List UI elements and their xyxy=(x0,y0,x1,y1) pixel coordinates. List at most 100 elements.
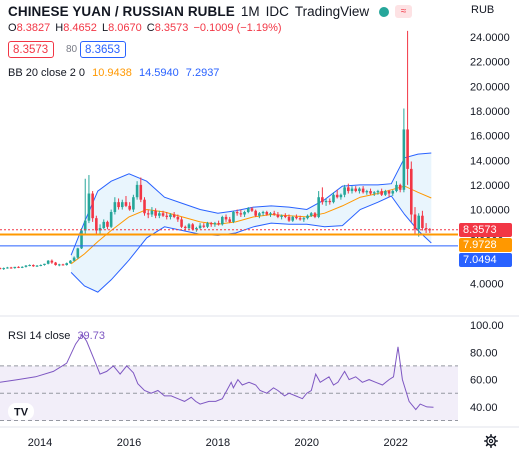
low-label: L xyxy=(101,22,109,34)
price-axis-tick: 22.0000 xyxy=(470,57,510,69)
currency-label[interactable]: RUB xyxy=(471,4,495,16)
market-open-dot-icon xyxy=(379,6,390,17)
gear-icon[interactable] xyxy=(484,434,498,448)
candle-body xyxy=(361,188,365,193)
candle-body xyxy=(191,224,194,230)
bb-legend[interactable]: BB 20 close 2 0 10.9438 14.5940 7.2937 xyxy=(8,67,219,79)
candle-body xyxy=(221,216,224,225)
bb-lower-line xyxy=(70,195,432,293)
price-axis-tick: 24.0000 xyxy=(470,32,510,44)
candle-body xyxy=(139,184,143,200)
candle-body xyxy=(302,218,306,220)
rsi-pane xyxy=(0,333,458,421)
candle-body xyxy=(87,193,91,221)
candle-body xyxy=(72,257,76,261)
sell-price-button[interactable]: 8.3573 xyxy=(8,41,54,58)
bb-legend-label[interactable]: BB 20 close 2 0 xyxy=(8,67,86,79)
candle-body xyxy=(54,262,57,266)
candle-body xyxy=(376,191,380,193)
price-axis-tick: 16.0000 xyxy=(470,131,510,143)
time-axis-label: 2018 xyxy=(206,437,230,449)
candle-body xyxy=(232,212,235,222)
candle-body xyxy=(335,194,339,198)
rsi-band-fill xyxy=(0,365,458,421)
candle-body xyxy=(324,200,328,203)
candle-body xyxy=(102,221,106,229)
candle-body xyxy=(243,212,246,215)
candle-body xyxy=(6,267,9,269)
candle-body xyxy=(261,212,265,214)
candle-body xyxy=(269,213,272,215)
price-tag: 8.3573 xyxy=(459,222,512,237)
candle-body xyxy=(309,213,313,216)
bb-basis-value: 10.9438 xyxy=(92,67,132,79)
candle-body xyxy=(24,265,28,267)
candle-body xyxy=(417,215,420,230)
candle-body xyxy=(98,228,102,231)
time-axis-label: 2016 xyxy=(117,437,141,449)
candle-body xyxy=(95,218,98,231)
candle-body xyxy=(146,213,150,215)
low-value: 8.0670 xyxy=(108,22,142,34)
candle-body xyxy=(217,223,220,225)
exchange-label: IDC xyxy=(265,4,289,19)
rsi-axis-tick: 80.00 xyxy=(470,347,498,359)
close-value: 8.3573 xyxy=(154,22,189,34)
candle-body xyxy=(109,212,113,227)
close-label: C xyxy=(146,22,155,34)
candle-body xyxy=(380,191,383,195)
candle-body xyxy=(372,192,376,194)
candle-body xyxy=(91,193,94,219)
grid xyxy=(0,315,519,428)
candle-body xyxy=(2,268,6,270)
rsi-value: 39.73 xyxy=(77,330,105,342)
candle-body xyxy=(398,184,402,190)
candle-body xyxy=(9,267,13,269)
candle-body xyxy=(195,228,198,230)
candle-body xyxy=(276,214,280,217)
price-axis-tick: 14.0000 xyxy=(470,155,510,167)
candle-body xyxy=(46,260,50,264)
rsi-line xyxy=(0,333,434,411)
candle-body xyxy=(354,188,358,192)
candle-body xyxy=(250,208,254,211)
high-label: H xyxy=(55,22,64,34)
symbol-header[interactable]: CHINESE YUAN / RUSSIAN RUBLE 1M IDC Trad… xyxy=(8,4,413,19)
candle-body xyxy=(161,213,165,216)
rsi-legend-label[interactable]: RSI 14 close xyxy=(8,330,71,342)
rsi-legend[interactable]: RSI 14 close 39.73 xyxy=(8,330,105,342)
price-axis-tick: 12.0000 xyxy=(470,180,510,192)
candle-body xyxy=(158,213,161,216)
symbol-title[interactable]: CHINESE YUAN / RUSSIAN RUBLE xyxy=(8,4,235,19)
candle-body xyxy=(28,265,31,267)
candle-body xyxy=(35,265,39,267)
candle-body xyxy=(406,129,409,169)
candle-body xyxy=(350,188,354,192)
candle-body xyxy=(328,200,332,203)
candle-body xyxy=(17,266,20,268)
candle-body xyxy=(235,212,239,214)
candle-body xyxy=(387,191,391,194)
buy-price-button[interactable]: 8.3653 xyxy=(80,41,126,58)
candle-body xyxy=(65,263,68,266)
candle-body xyxy=(384,191,387,195)
candle-body xyxy=(165,215,169,217)
candle-body xyxy=(0,268,2,270)
candle-body xyxy=(258,213,261,216)
candle-body xyxy=(76,248,80,258)
candle-body xyxy=(246,208,250,213)
price-axis-tick: 4.0000 xyxy=(470,279,504,291)
interval-label[interactable]: 1M xyxy=(240,4,260,19)
svg-text:TV: TV xyxy=(14,407,29,419)
rsi-axis-tick: 60.00 xyxy=(470,375,498,387)
candle-body xyxy=(409,168,413,215)
candle-body xyxy=(176,216,180,220)
tradingview-logo-icon[interactable]: TV xyxy=(8,403,34,420)
candle-body xyxy=(313,213,317,217)
candle-body xyxy=(206,223,209,227)
candle-body xyxy=(306,215,309,219)
candle-body xyxy=(239,213,243,215)
candle-body xyxy=(113,202,117,213)
